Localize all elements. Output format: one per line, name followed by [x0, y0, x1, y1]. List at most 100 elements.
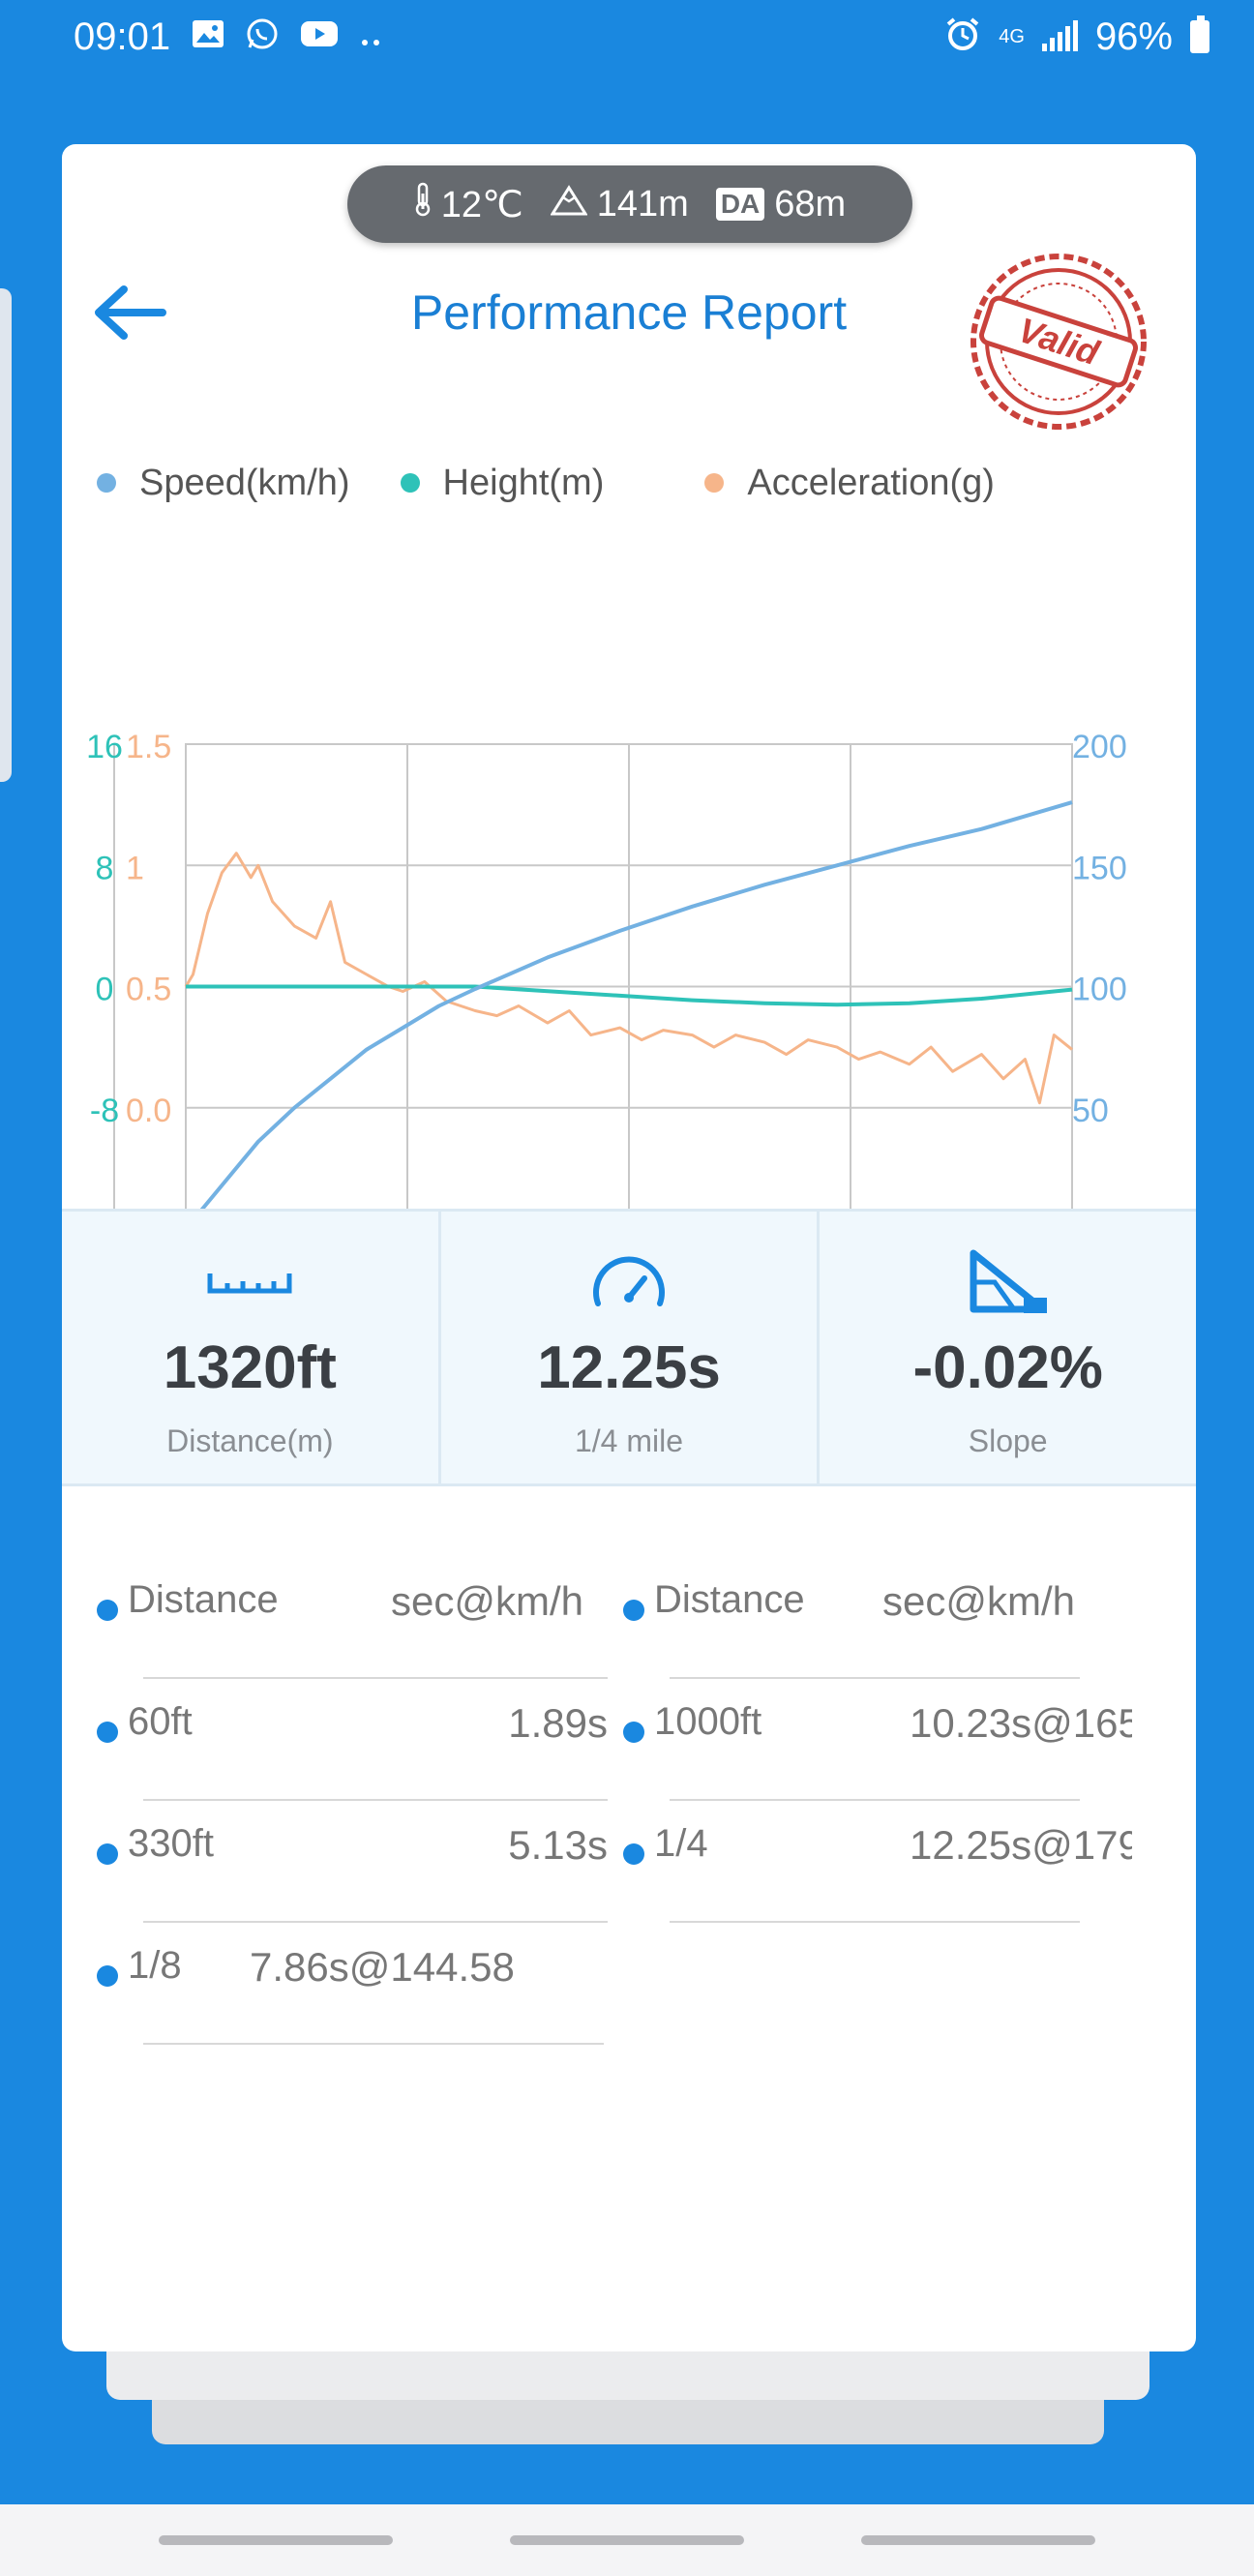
acceleration-series-line [184, 852, 1073, 1105]
row-divider [670, 1921, 1080, 1923]
bullet-icon [97, 1600, 118, 1621]
stat-slope: -0.02% Slope [820, 1212, 1196, 1483]
header-time-label: sec@km/h [882, 1578, 1076, 1624]
speed-axis-tick: 100 [1072, 972, 1127, 1008]
alarm-icon [944, 16, 981, 57]
height-axis-tick: 16 [86, 729, 123, 765]
results-header-left: Distance sec@km/h [97, 1557, 668, 1679]
network-type: 4G [999, 26, 1025, 47]
result-distance: 1/8 [128, 1944, 182, 1987]
row-divider [670, 1799, 1080, 1801]
result-row: 1/8 7.86s@144.58 [97, 1923, 668, 2045]
stacked-card-middle [106, 2342, 1150, 2400]
thermometer-icon [414, 182, 432, 226]
page-title: Performance Report [410, 285, 848, 340]
result-row: 330ft 5.13s [97, 1801, 668, 1923]
altitude-value: 141m [596, 183, 689, 225]
bullet-icon [97, 1843, 118, 1865]
legend-dot-speed [97, 473, 116, 493]
speed-axis-tick: 200 [1072, 729, 1127, 765]
stat-distance: 1320ft Distance(m) [62, 1212, 441, 1483]
battery-percent: 96% [1094, 15, 1173, 58]
slope-icon [968, 1249, 1049, 1313]
result-distance: 330ft [128, 1822, 214, 1865]
result-time: 7.86s@144.58 [250, 1944, 515, 1990]
legend-dot-acceleration [704, 473, 725, 493]
nav-home-button[interactable] [510, 2535, 744, 2545]
row-divider [143, 1921, 608, 1923]
height-series-line [186, 984, 1073, 1007]
row-divider [143, 2043, 604, 2045]
whatsapp-icon [246, 17, 279, 56]
row-divider [143, 1677, 608, 1679]
status-bar: 09:01 4G 96% [0, 0, 1254, 74]
altitude-info: 141m [550, 183, 689, 225]
mountain-icon [550, 184, 588, 225]
result-time: 12.25s@179.62 [910, 1822, 1132, 1868]
result-row: 1000ft 10.23s@165.75 [623, 1679, 1132, 1801]
results-header-right: Distance sec@km/h [623, 1557, 1132, 1679]
height-axis-tick: 0 [96, 972, 114, 1008]
row-divider [143, 1799, 608, 1801]
youtube-icon [300, 19, 339, 54]
da-badge: DA [715, 188, 765, 221]
stat-slope-label: Slope [968, 1423, 1048, 1458]
row-divider [670, 1677, 1080, 1679]
result-time: 10.23s@165.75 [910, 1700, 1132, 1746]
side-drawer-handle[interactable] [0, 288, 12, 782]
legend-speed: Speed(km/h) [97, 463, 350, 504]
bullet-icon [97, 1722, 118, 1743]
result-row: 60ft 1.89s [97, 1679, 668, 1801]
legend-height: Height(m) [400, 462, 605, 504]
battery-icon [1190, 15, 1209, 53]
stat-distance-value: 1320ft [163, 1334, 337, 1401]
bullet-icon [97, 1965, 118, 1987]
chart-legend: Speed(km/h) Height(m) Acceleration(g) [97, 454, 1161, 512]
result-distance: 1/4 [654, 1822, 708, 1865]
speedometer-icon [590, 1252, 668, 1312]
nav-back-button[interactable] [861, 2535, 1095, 2545]
status-time: 09:01 [74, 15, 171, 58]
stat-time-value: 12.25s [537, 1334, 721, 1401]
acceleration-axis-tick: 0.0 [126, 1093, 171, 1129]
legend-height-label: Height(m) [442, 462, 605, 503]
result-distance: 1000ft [654, 1700, 762, 1743]
signal-icon [1041, 20, 1078, 51]
nav-recents-button[interactable] [159, 2535, 393, 2545]
image-icon [192, 19, 224, 54]
speed-series-line [184, 800, 1073, 1231]
speed-axis-tick: 50 [1072, 1093, 1109, 1129]
height-axis-tick: -8 [90, 1093, 119, 1129]
environment-info: 12℃ 141m DA 68m [347, 165, 912, 243]
stat-slope-value: -0.02% [912, 1334, 1103, 1401]
legend-dot-height [400, 473, 420, 493]
header-time-label: sec@km/h [391, 1578, 584, 1624]
arrow-left-icon [95, 285, 166, 340]
result-time: 1.89s [508, 1700, 608, 1746]
result-time: 5.13s [508, 1822, 608, 1868]
acceleration-axis-tick: 1.5 [126, 729, 171, 765]
header-distance-label: Distance [128, 1578, 279, 1621]
density-altitude-info: DA 68m [715, 183, 847, 225]
valid-stamp: Valid [962, 245, 1155, 438]
temperature-info: 12℃ [414, 182, 523, 226]
legend-acceleration: Acceleration(g) [704, 463, 995, 504]
result-row: 1/4 12.25s@179.62 [623, 1801, 1132, 1923]
result-distance: 60ft [128, 1700, 193, 1743]
legend-speed-label: Speed(km/h) [139, 462, 350, 503]
density-altitude-value: 68m [774, 183, 847, 225]
stat-time-label: 1/4 mile [574, 1423, 684, 1458]
stat-time: 12.25s 1/4 mile [441, 1212, 821, 1483]
acceleration-axis-tick: 1 [126, 850, 144, 886]
legend-acceleration-label: Acceleration(g) [747, 462, 995, 503]
more-dots-icon [360, 20, 383, 53]
back-button[interactable] [87, 270, 172, 355]
temperature-value: 12℃ [440, 184, 523, 225]
status-left: 09:01 [74, 15, 383, 59]
status-right: 4G 96% [944, 15, 1209, 59]
report-card: 12℃ 141m DA 68m Performance Report Valid [62, 144, 1196, 2351]
bullet-icon [623, 1722, 644, 1743]
acceleration-axis-tick: 0.5 [126, 972, 171, 1008]
stats-panel: 1320ft Distance(m) 12.25s 1/4 mile -0.02… [62, 1209, 1196, 1486]
